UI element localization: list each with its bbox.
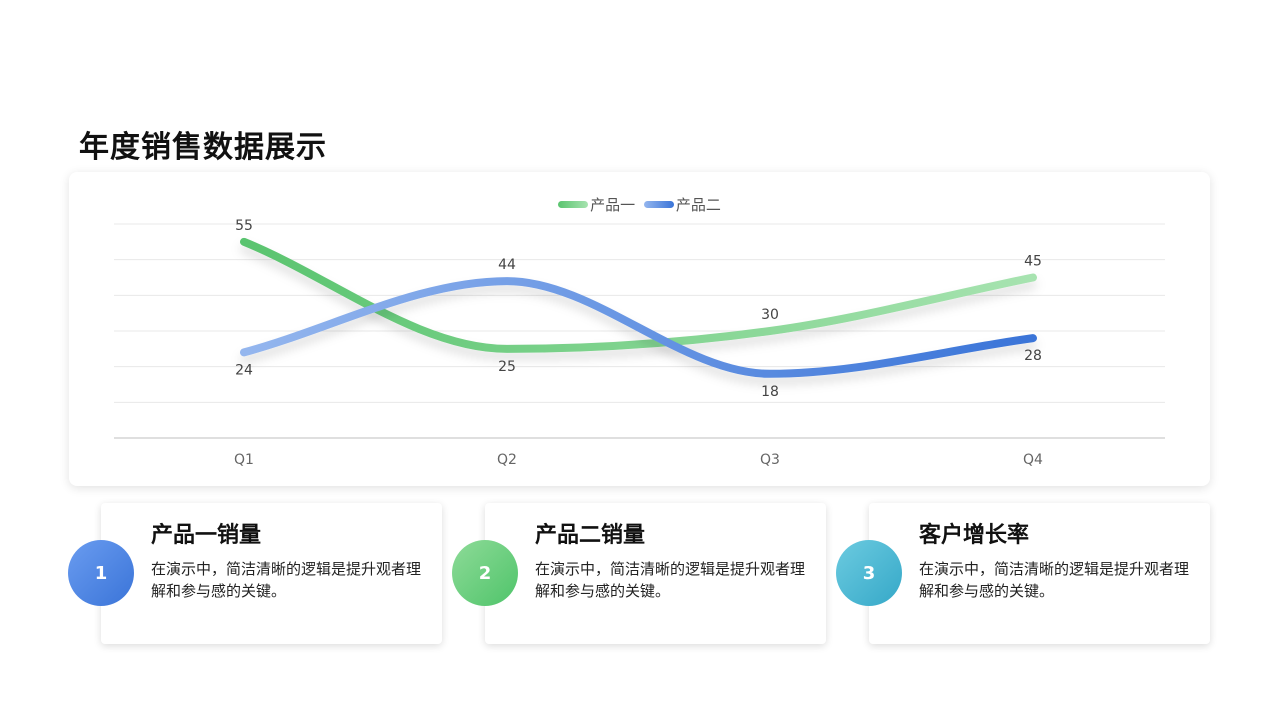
legend-label-series-1: 产品一: [590, 196, 636, 214]
info-card-3: 客户增长率 在演示中，简洁清晰的逻辑是提升观者理解和参与感的关键。: [869, 503, 1210, 644]
info-card-2: 产品二销量 在演示中，简洁清晰的逻辑是提升观者理解和参与感的关键。: [485, 503, 826, 644]
card-desc-1: 在演示中，简洁清晰的逻辑是提升观者理解和参与感的关键。: [151, 560, 422, 600]
line-chart: Q1 Q2 Q3 Q4 55 25 30 45 24 44 18 28: [114, 218, 1165, 468]
data-label: 55: [235, 218, 253, 234]
series-line-2: [240, 277, 1037, 378]
legend-label-series-2: 产品二: [675, 196, 721, 214]
x-tick-label: Q3: [760, 452, 780, 468]
data-label: 25: [498, 359, 516, 375]
card-number-badge-1: 1: [68, 540, 134, 606]
data-label: 18: [761, 384, 779, 400]
x-tick-label: Q4: [1023, 452, 1043, 468]
x-tick-label: Q2: [497, 452, 517, 468]
info-card-1: 产品一销量 在演示中，简洁清晰的逻辑是提升观者理解和参与感的关键。: [101, 503, 442, 644]
card-desc-3: 在演示中，简洁清晰的逻辑是提升观者理解和参与感的关键。: [919, 560, 1190, 600]
chart-card: 产品一 产品二 Q1 Q2 Q3 Q4 55 25 30 45 24 44 18 28: [69, 172, 1210, 486]
chart-legend: 产品一 产品二: [69, 194, 1210, 215]
card-number-badge-2: 2: [452, 540, 518, 606]
card-title-2: 产品二销量: [535, 523, 646, 548]
data-label: 45: [1024, 254, 1042, 270]
legend-swatch-series-2: [643, 201, 674, 208]
card-title-1: 产品一销量: [151, 523, 262, 548]
legend-item-series-2[interactable]: 产品二: [643, 194, 721, 215]
card-number-badge-3: 3: [836, 540, 902, 606]
data-label: 44: [498, 257, 516, 273]
x-tick-label: Q1: [234, 452, 254, 468]
card-desc-2: 在演示中，简洁清晰的逻辑是提升观者理解和参与感的关键。: [535, 560, 806, 600]
legend-item-series-1[interactable]: 产品一: [558, 194, 635, 215]
data-label: 30: [761, 307, 779, 323]
data-label: 24: [235, 362, 253, 378]
data-label: 28: [1024, 348, 1042, 364]
legend-swatch-series-1: [558, 201, 589, 208]
card-title-3: 客户增长率: [919, 523, 1030, 548]
page-title: 年度销售数据展示: [79, 130, 327, 165]
